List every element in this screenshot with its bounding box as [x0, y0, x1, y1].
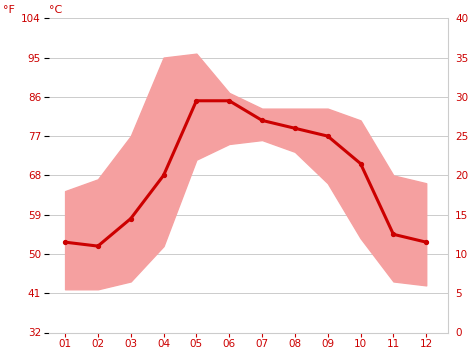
Text: °C: °C [49, 5, 62, 15]
Text: °F: °F [3, 5, 15, 15]
